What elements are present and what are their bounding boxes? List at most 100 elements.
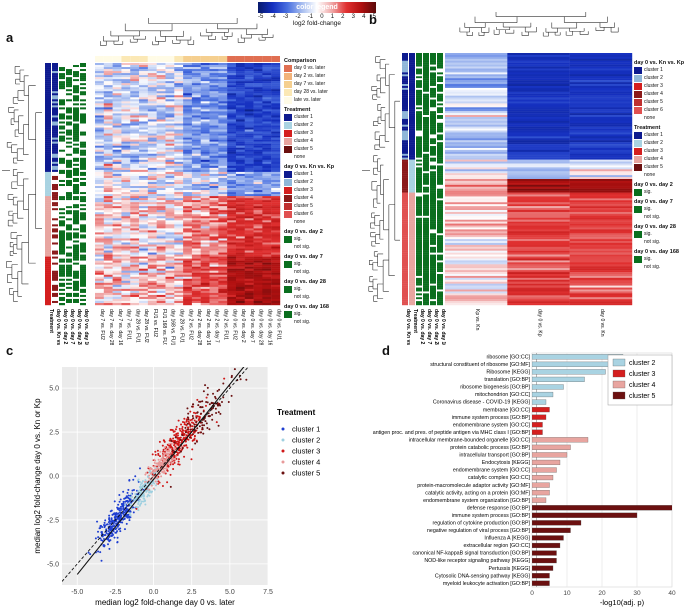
- annotation-strip-cell: [416, 179, 422, 182]
- annotation-strip-cell: [402, 107, 408, 110]
- heatmap-a-cell: [253, 232, 263, 235]
- annotation-strip-cell: [80, 95, 86, 98]
- heatmap-a-cell: [262, 123, 272, 126]
- annotation-strip-cell: [402, 192, 408, 195]
- heatmap-a-cell: [130, 125, 140, 128]
- heatmap-b-cell: [569, 237, 633, 240]
- heatmap-a-cell: [103, 181, 113, 185]
- heatmap-a-cell: [253, 89, 263, 92]
- heatmap-a-cell: [103, 113, 113, 116]
- annotation-strip-cell: [73, 179, 79, 183]
- annotation-strip-cell: [73, 270, 79, 273]
- heatmap-b-cell: [507, 54, 570, 58]
- heatmap-a-cell: [235, 270, 245, 273]
- annotation-strip-cell: [416, 97, 422, 100]
- heatmap-a-cell: [121, 109, 131, 112]
- annotation-strip-cell: [45, 83, 51, 86]
- heatmap-a-cell: [218, 230, 228, 233]
- annotation-strip-cell: [423, 192, 429, 195]
- annotation-strip-cell: [437, 74, 443, 77]
- annotation-strip-cell: [416, 248, 422, 251]
- annotation-strip-cell: [45, 89, 51, 92]
- annotation-label: day 0 vs. Kn vs. Kp: [55, 309, 61, 345]
- heatmap-a-cell: [227, 169, 237, 173]
- annotation-strip-cell: [437, 103, 443, 106]
- annotation-strip-cell: [80, 107, 86, 110]
- heatmap-a-cell: [95, 147, 105, 150]
- annotation-strip-cell: [66, 71, 72, 74]
- annotation-strip-cell: [423, 173, 429, 176]
- heatmap-a-cell: [130, 302, 140, 306]
- heatmap-b-cell: [507, 105, 570, 108]
- heatmap-a-cell: [121, 276, 131, 279]
- annotation-strip-cell: [80, 260, 86, 263]
- annotation-strip-cell: [66, 228, 72, 231]
- heatmap-a-cell: [121, 280, 131, 284]
- scatter-point: [126, 491, 129, 494]
- heatmap-a-cell: [227, 256, 237, 259]
- heatmap-a-cell: [227, 244, 237, 247]
- heatmap-b-cell: [445, 146, 508, 149]
- heatmap-a-cell: [183, 248, 193, 251]
- heatmap-b-cell: [507, 266, 570, 269]
- annotation-strip-cell: [430, 78, 436, 81]
- annotation-strip-cell: [416, 225, 422, 228]
- annotation-strip-cell: [66, 151, 72, 154]
- annotation-strip-cell: [409, 264, 415, 267]
- heatmap-a-cell: [227, 262, 237, 265]
- heatmap-a-cell: [130, 262, 140, 265]
- heatmap-a-cell: [253, 260, 263, 263]
- heatmap-a-cell: [191, 127, 201, 130]
- scatter-point: [132, 489, 135, 492]
- annotation-strip-cell: [416, 291, 422, 294]
- annotation-strip-cell: [59, 63, 65, 66]
- heatmap-a-cell: [174, 194, 184, 197]
- heatmap-a-cell: [121, 300, 131, 304]
- annotation-strip-cell: [402, 293, 408, 296]
- heatmap-a-cell: [235, 278, 245, 281]
- heatmap-a-cell: [95, 286, 105, 290]
- heatmap-a-cell: [262, 83, 272, 86]
- heatmap-a-cell: [235, 238, 245, 241]
- annotation-strip-cell: [59, 290, 65, 294]
- heatmap-b-cell: [445, 256, 508, 259]
- heatmap-a-cell: [174, 99, 184, 102]
- annotation-strip-cell: [402, 146, 408, 149]
- annotation-strip-cell: [402, 153, 408, 156]
- legend-label: sig.: [644, 189, 652, 195]
- column-label: day 0 vs. Kp: [537, 309, 543, 337]
- annotation-strip-cell: [52, 103, 58, 106]
- legend-group-title: day 0 vs. day 28: [634, 224, 676, 230]
- heatmap-a-cell: [227, 67, 237, 70]
- row-dendrogram-b-link: [373, 198, 378, 208]
- heatmap-a-cell: [200, 83, 210, 86]
- heatmap-a-cell: [112, 71, 122, 74]
- heatmap-a-cell: [218, 97, 228, 100]
- heatmap-a-cell: [262, 105, 272, 108]
- heatmap-a-cell: [218, 141, 228, 144]
- legend-swatch: [284, 210, 292, 218]
- heatmap-a-cell: [165, 264, 175, 267]
- heatmap-a-cell: [235, 99, 245, 102]
- heatmap-a-cell: [227, 153, 237, 156]
- annotation-strip-cell: [80, 194, 86, 197]
- heatmap-a-cell: [209, 169, 219, 173]
- heatmap-a-cell: [112, 75, 122, 78]
- heatmap-a-cell: [174, 248, 184, 251]
- heatmap-a-cell: [191, 159, 201, 163]
- heatmap-a-cell: [191, 143, 201, 146]
- annotation-strip-cell: [437, 184, 443, 187]
- heatmap-a-cell: [235, 123, 245, 126]
- heatmap-a-cell: [147, 300, 157, 304]
- heatmap-a-cell: [121, 258, 131, 261]
- annotation-strip-cell: [59, 210, 65, 213]
- annotation-strip-cell: [430, 213, 436, 217]
- annotation-strip-cell: [402, 60, 408, 63]
- annotation-strip-cell: [59, 133, 65, 136]
- scatter-point: [107, 530, 110, 533]
- annotation-strip-cell: [437, 144, 443, 147]
- heatmap-b-cell: [445, 87, 508, 91]
- heatmap-a-cell: [103, 278, 113, 281]
- heatmap-a-cell: [174, 244, 184, 247]
- heatmap-a-cell: [227, 186, 237, 189]
